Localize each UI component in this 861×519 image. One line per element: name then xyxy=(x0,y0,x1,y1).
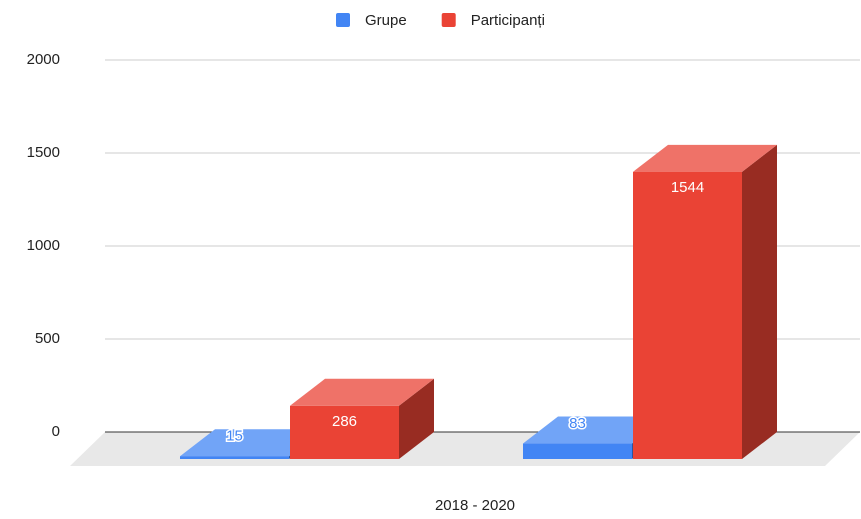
bar-top xyxy=(633,144,777,172)
y-tick-label: 2000 xyxy=(27,51,60,68)
bar xyxy=(633,144,777,460)
data-label: 286 xyxy=(332,413,357,430)
bar-front xyxy=(290,405,399,459)
bar-side xyxy=(742,144,777,460)
x-axis-label: 2018 - 2020 xyxy=(435,497,515,514)
data-label: 15 xyxy=(226,428,243,445)
legend-swatch xyxy=(336,13,350,27)
y-tick-label: 0 xyxy=(52,423,60,440)
bar-front xyxy=(523,443,632,459)
bar xyxy=(290,378,434,459)
bar-front xyxy=(180,456,289,459)
y-tick-label: 1000 xyxy=(27,237,60,254)
y-tick-label: 1500 xyxy=(27,144,60,161)
bar-top xyxy=(523,416,667,444)
legend-label: Participanți xyxy=(471,12,545,29)
data-label: 83 xyxy=(569,415,586,432)
bar-top xyxy=(180,429,324,457)
data-label: 1544 xyxy=(671,179,704,196)
y-tick-label: 500 xyxy=(35,330,60,347)
legend-swatch xyxy=(441,13,456,27)
bar-top xyxy=(290,378,434,406)
bar-side xyxy=(399,378,434,459)
legend-label: Grupe xyxy=(365,12,407,29)
bar-front xyxy=(633,171,742,460)
